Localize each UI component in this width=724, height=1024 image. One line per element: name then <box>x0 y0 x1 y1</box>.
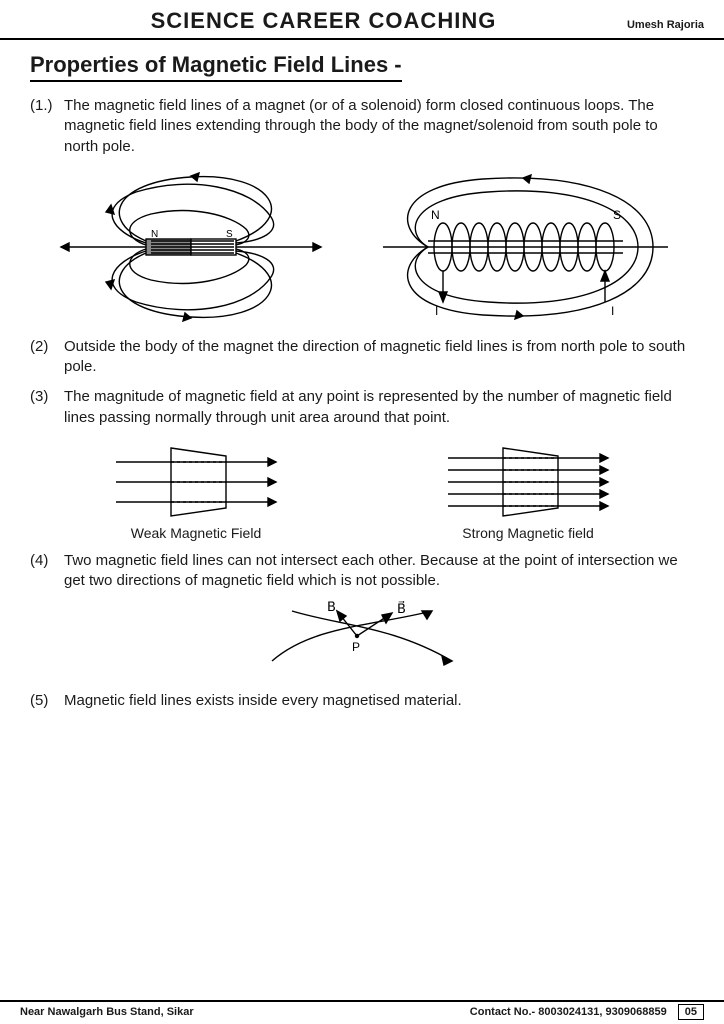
point-4-num: (4) <box>30 551 64 592</box>
point-2-text: Outside the body of the magnet the direc… <box>64 337 694 378</box>
strong-caption: Strong Magnetic field <box>428 525 628 541</box>
strong-field-diagram <box>428 438 628 523</box>
point-5-text: Magnetic field lines exists inside every… <box>64 691 694 711</box>
svg-text:N: N <box>151 229 158 240</box>
page-footer: Near Nawalgarh Bus Stand, Sikar Contact … <box>0 1000 724 1024</box>
point-1: (1.) The magnetic field lines of a magne… <box>30 96 694 157</box>
svg-text:I: I <box>611 304 614 318</box>
header-author: Umesh Rajoria <box>627 19 704 31</box>
page-content: Properties of Magnetic Field Lines - (1.… <box>0 40 724 712</box>
diagram-row-3: B⃗ B⃗ P <box>30 601 694 681</box>
point-2-num: (2) <box>30 337 64 378</box>
weak-field-diagram <box>96 438 296 523</box>
footer-right: Contact No.- 8003024131, 9309068859 05 <box>470 1006 704 1018</box>
diagram-row-2: Weak Magnetic Field <box>30 438 694 541</box>
diagram-row-1: N S <box>30 167 694 327</box>
point-4-text: Two magnetic field lines can not interse… <box>64 551 694 592</box>
svg-text:S: S <box>613 208 621 222</box>
point-1-num: (1.) <box>30 96 64 157</box>
point-3-text: The magnitude of magnetic field at any p… <box>64 387 694 428</box>
svg-text:I: I <box>435 304 438 318</box>
svg-text:P: P <box>352 640 360 654</box>
bar-magnet-diagram: N S <box>51 167 331 327</box>
point-5-num: (5) <box>30 691 64 711</box>
svg-text:B⃗: B⃗ <box>397 601 406 616</box>
weak-caption: Weak Magnetic Field <box>96 525 296 541</box>
intersection-diagram: B⃗ B⃗ P <box>252 601 472 681</box>
svg-text:N: N <box>431 208 440 222</box>
footer-address: Near Nawalgarh Bus Stand, Sikar <box>20 1006 194 1018</box>
svg-text:B⃗: B⃗ <box>327 601 336 614</box>
point-2: (2) Outside the body of the magnet the d… <box>30 337 694 378</box>
point-4: (4) Two magnetic field lines can not int… <box>30 551 694 592</box>
footer-contact: Contact No.- 8003024131, 9309068859 <box>470 1006 667 1018</box>
main-title: Properties of Magnetic Field Lines - <box>30 52 402 82</box>
page-header: SCIENCE CAREER COACHING Umesh Rajoria <box>0 0 724 40</box>
weak-field-block: Weak Magnetic Field <box>96 438 296 541</box>
point-3-num: (3) <box>30 387 64 428</box>
header-title: SCIENCE CAREER COACHING <box>20 8 627 34</box>
point-5: (5) Magnetic field lines exists inside e… <box>30 691 694 711</box>
solenoid-diagram: I I N S <box>373 167 673 327</box>
point-1-text: The magnetic field lines of a magnet (or… <box>64 96 694 157</box>
strong-field-block: Strong Magnetic field <box>428 438 628 541</box>
svg-text:S: S <box>226 229 233 240</box>
page-number: 05 <box>678 1004 704 1020</box>
point-3: (3) The magnitude of magnetic field at a… <box>30 387 694 428</box>
